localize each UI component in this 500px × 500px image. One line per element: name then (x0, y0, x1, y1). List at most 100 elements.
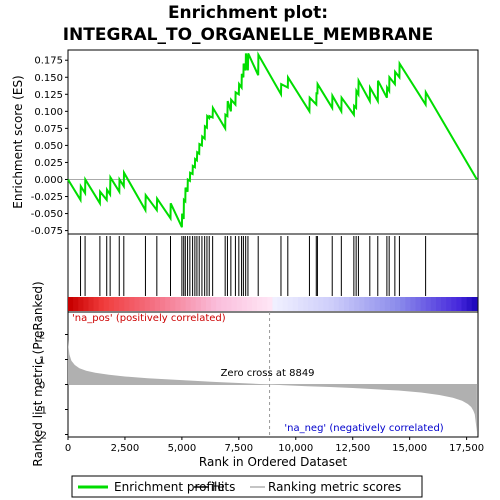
color-bar-segment (185, 297, 192, 311)
color-bar-segment (328, 297, 335, 311)
color-bar-segment (119, 297, 125, 311)
color-bar-segment (93, 297, 100, 311)
color-bar-segment (73, 297, 79, 311)
es-y-tick-label: 0.000 (34, 175, 63, 186)
color-bar-segment (175, 297, 182, 311)
metric-x-tick-label: 17,500 (449, 443, 484, 454)
color-bar-segment (108, 297, 115, 311)
color-bar-segment (384, 297, 391, 311)
rank-color-bar (68, 297, 478, 311)
color-bar-segment (354, 297, 360, 311)
color-bar-segment (83, 297, 90, 311)
color-bar-segment (461, 297, 468, 311)
es-y-tick-label: 0.075 (34, 124, 63, 135)
color-bar-segment (333, 297, 340, 311)
color-bar-segment (262, 297, 268, 311)
metric-y-tick-label: -2 (37, 431, 47, 442)
color-bar-segment (282, 297, 289, 311)
metric-x-tick-label: 5,000 (168, 443, 197, 454)
enrichment-panel-frame (67, 49, 479, 235)
color-bar-segment (251, 297, 258, 311)
color-bar-segment (200, 297, 207, 311)
color-bar-segment (323, 297, 330, 311)
es-y-tick-label: -0.025 (31, 192, 63, 203)
color-bar-segment (246, 297, 253, 311)
color-bar-segment (149, 297, 156, 311)
color-bar-segment (190, 297, 197, 311)
color-bar-segment (78, 297, 84, 311)
es-y-tick-label: 0.050 (34, 141, 63, 152)
color-bar-segment (395, 297, 401, 311)
color-bar-segment (292, 297, 299, 311)
negative-correlation-label: 'na_neg' (negatively correlated) (284, 423, 443, 434)
color-bar-segment (425, 297, 432, 311)
color-bar-segment (159, 297, 166, 311)
legend-label-2: Hits (212, 480, 235, 494)
color-bar-segment (139, 297, 146, 311)
es-y-tick-label: 0.100 (34, 107, 63, 118)
color-bar-segment (165, 297, 171, 311)
color-bar-segment (379, 297, 386, 311)
color-bar-segment (257, 297, 263, 311)
color-bar-segment (318, 297, 325, 311)
es-y-tick-label: 0.150 (34, 73, 63, 84)
metric-x-axis: 0 2,500 5,000 7,500 10,000 12,500 15,000 17,500 (65, 437, 484, 454)
color-bar-segment (441, 297, 447, 311)
metric-x-axis-label: Rank in Ordered Dataset (199, 455, 347, 469)
color-bar-segment (124, 297, 130, 311)
color-bar-segment (308, 297, 314, 311)
color-bar-segment (211, 297, 217, 311)
es-y-tick-label: -0.050 (31, 209, 63, 220)
color-bar-segment (364, 297, 371, 311)
color-bar-segment (338, 297, 345, 311)
color-bar-segment (456, 297, 463, 311)
color-bar-segment (236, 297, 243, 311)
hit-marks (80, 236, 427, 296)
enrichment-profile-line (67, 51, 478, 228)
positive-correlation-label: 'na_pos' (positively correlated) (72, 313, 226, 324)
color-bar-segment (430, 297, 437, 311)
color-bar-segment (297, 297, 304, 311)
color-bar-segment (349, 297, 355, 311)
legend-label-3: Ranking metric scores (268, 480, 401, 494)
metric-y-tick-label: 2 (39, 331, 45, 342)
color-bar-segment (313, 297, 320, 311)
color-bar-segment (359, 297, 366, 311)
metric-y-tick-label: 1 (39, 356, 45, 367)
es-y-tick-label: -0.075 (31, 226, 63, 237)
color-bar-segment (180, 297, 187, 311)
color-bar-segment (374, 297, 381, 311)
metric-x-tick-label: 10,000 (278, 443, 313, 454)
color-bar-segment (98, 297, 105, 311)
es-y-tick-label: 0.025 (34, 158, 63, 169)
zero-cross-label: Zero cross at 8849 (221, 368, 315, 379)
color-bar-segment (103, 297, 110, 311)
legend-label-1: Enrichment profile (114, 480, 225, 494)
color-bar-segment (400, 297, 406, 311)
metric-x-tick-label: 15,000 (392, 443, 427, 454)
metric-y-tick-label: 0 (39, 381, 45, 392)
color-bar-segment (226, 297, 233, 311)
color-bar-segment (369, 297, 376, 311)
metric-y-axis-label: Ranked list metric (PreRanked) (31, 281, 45, 466)
color-bar-segment (129, 297, 136, 311)
legend-box (71, 475, 423, 498)
chart-title-line-2: INTEGRAL_TO_ORGANELLE_MEMBRANE (63, 25, 434, 45)
color-bar-segment (272, 297, 279, 311)
es-y-tick-label: 0.125 (34, 90, 63, 101)
metric-y-tick-label: -1 (37, 406, 47, 417)
metric-x-tick-label: 12,500 (335, 443, 370, 454)
color-bar-segment (267, 297, 274, 311)
es-y-tick-label: 0.175 (34, 56, 63, 67)
color-bar-segment (435, 297, 442, 311)
color-bar-segment (154, 297, 161, 311)
color-bar-segment (389, 297, 396, 311)
color-bar-segment (241, 297, 248, 311)
color-bar-segment (471, 297, 478, 311)
color-bar-segment (221, 297, 228, 311)
color-bar-segment (170, 297, 176, 311)
color-bar-segment (144, 297, 151, 311)
color-bar-segment (466, 297, 473, 311)
